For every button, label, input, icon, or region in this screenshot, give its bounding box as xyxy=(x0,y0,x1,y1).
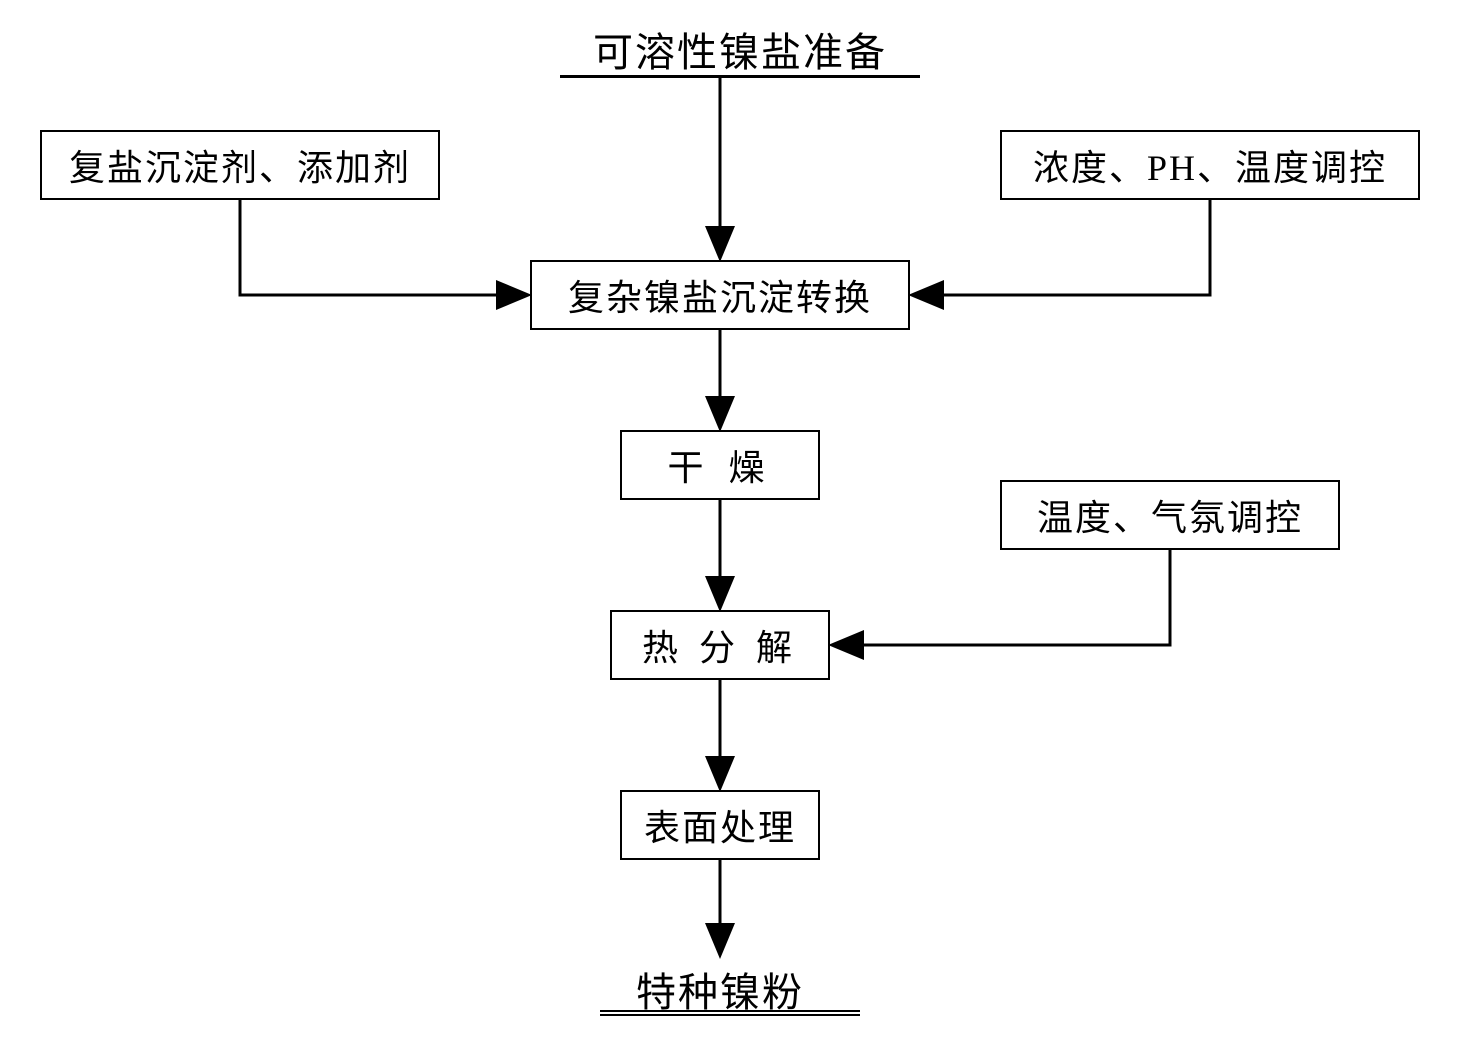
node-thermal-decomposition: 热 分 解 xyxy=(610,610,830,680)
final-double-underline xyxy=(600,1010,860,1016)
node-label: 热 分 解 xyxy=(642,619,798,671)
node-label: 复杂镍盐沉淀转换 xyxy=(568,269,872,321)
node-drying: 干 燥 xyxy=(620,430,820,500)
node-label: 浓度、PH、温度调控 xyxy=(1033,139,1387,191)
flow-start-label: 可溶性镍盐准备 xyxy=(560,20,920,78)
node-precipitation-conversion: 复杂镍盐沉淀转换 xyxy=(530,260,910,330)
node-concentration-ph-temp: 浓度、PH、温度调控 xyxy=(1000,130,1420,200)
node-label: 干 燥 xyxy=(667,439,772,491)
title-underline xyxy=(560,75,920,78)
node-surface-treatment: 表面处理 xyxy=(620,790,820,860)
node-precipitant-additive: 复盐沉淀剂、添加剂 xyxy=(40,130,440,200)
node-label: 温度、气氛调控 xyxy=(1037,489,1303,541)
node-temp-atmosphere-control: 温度、气氛调控 xyxy=(1000,480,1340,550)
node-label: 表面处理 xyxy=(644,799,796,851)
node-label: 复盐沉淀剂、添加剂 xyxy=(69,139,411,191)
